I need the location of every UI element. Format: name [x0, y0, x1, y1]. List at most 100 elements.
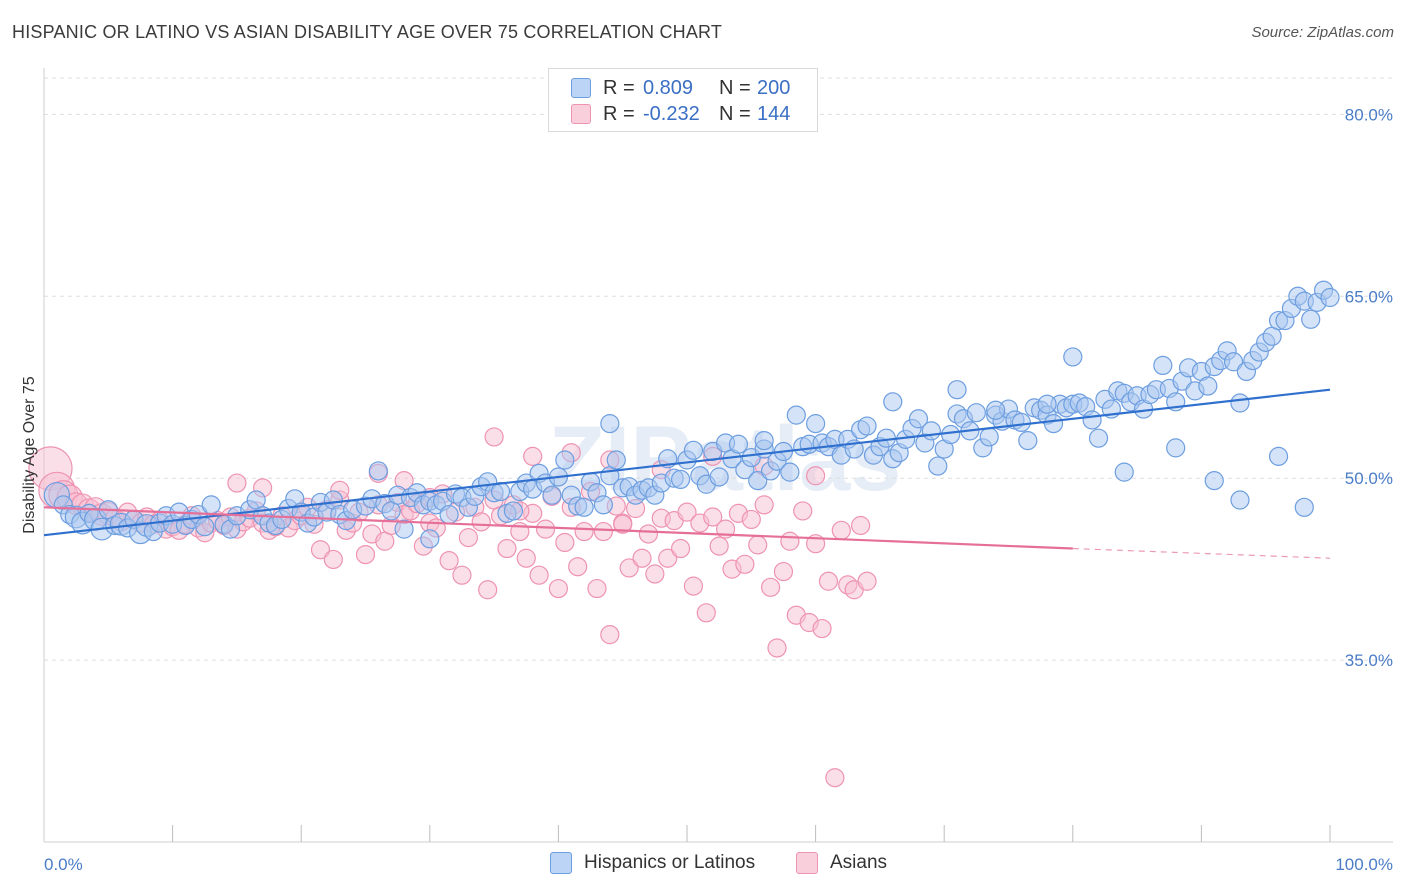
hispanic-point: [683, 440, 704, 460]
asian-point: [754, 495, 774, 515]
legend-r-label: R =: [603, 76, 635, 99]
asian-point: [593, 521, 614, 542]
asian-point: [709, 536, 729, 556]
asian-point: [535, 519, 556, 539]
asian-point: [857, 571, 877, 591]
asian-point: [632, 548, 652, 568]
legend-swatch-asians: [571, 104, 591, 124]
hispanic-point: [420, 529, 440, 549]
asian-point: [471, 512, 491, 532]
asian-point: [529, 565, 549, 585]
hispanic-point: [368, 461, 388, 481]
tick-labels: 35.0% 50.0% 65.0% 80.0% 0.0% 100.0%: [44, 105, 1393, 874]
asian-point: [703, 507, 723, 527]
asian-point: [735, 554, 755, 574]
trend-lines: [43, 388, 1331, 559]
hispanic-point: [1088, 428, 1109, 448]
hispanic-point: [883, 392, 903, 412]
asian-point: [645, 564, 665, 584]
asian-point: [458, 528, 478, 548]
legend-r-label: R =: [603, 102, 635, 125]
hispanic-point: [805, 414, 826, 434]
hispanic-point: [1037, 394, 1057, 414]
hispanic-point: [1294, 497, 1314, 517]
asian-point: [805, 466, 826, 486]
asian-point: [310, 540, 331, 560]
asian-point: [516, 548, 536, 568]
hispanic-point: [728, 434, 749, 454]
asian-trend-line: [43, 506, 1073, 550]
asian-point: [812, 618, 832, 639]
asian-point: [452, 565, 472, 585]
asian-point: [670, 538, 691, 559]
hispanic-point: [542, 485, 562, 505]
legend-n-value: 200: [757, 76, 791, 99]
hispanic-point: [1230, 490, 1250, 510]
asian-point: [574, 521, 594, 542]
hispanic-point: [908, 409, 929, 429]
asian-point: [568, 557, 588, 577]
asian-point: [600, 625, 620, 645]
x-tick-label-min: 0.0%: [44, 855, 83, 874]
hispanic-point: [503, 501, 523, 521]
asian-point: [825, 768, 845, 788]
asian-point: [478, 580, 498, 600]
legend-label-asians: Asians: [830, 852, 888, 873]
hispanic-point: [1204, 471, 1224, 491]
legend-r-value: 0.809: [643, 76, 694, 99]
legend-swatch-hispanics: [571, 78, 591, 98]
hispanic-point: [195, 517, 215, 537]
hispanic-point: [1198, 376, 1218, 396]
asian-point: [355, 544, 376, 565]
hispanic-point: [748, 471, 768, 491]
hispanic-point: [1043, 414, 1064, 434]
asian-point: [323, 549, 343, 570]
hispanic-point: [574, 497, 594, 517]
asian-point: [767, 638, 787, 658]
asian-point: [587, 578, 607, 599]
asian-point: [227, 473, 247, 493]
hispanic-point: [201, 495, 221, 515]
y-tick-label: 50.0%: [1345, 469, 1393, 488]
legend-label-hispanics: Hispanics or Latinos: [584, 852, 756, 873]
hispanic-trend-line: [43, 388, 1331, 537]
asian-point: [773, 561, 794, 582]
legend-r-value: -0.232: [643, 102, 700, 125]
legend-item-hispanics[interactable]: Hispanics or Latinos: [550, 852, 755, 874]
hispanic-point: [947, 380, 967, 400]
legend-swatch-hispanics: [550, 852, 572, 874]
asian-point: [696, 603, 716, 623]
asian-point: [760, 577, 781, 597]
asian-point: [439, 551, 459, 571]
asian-point: [851, 515, 871, 536]
y-tick-label: 35.0%: [1345, 651, 1393, 670]
asian-point: [831, 520, 851, 540]
asian-point: [677, 502, 697, 522]
hispanic-point: [1063, 347, 1083, 367]
hispanic-point: [1166, 438, 1186, 458]
x-tick-label-max: 100.0%: [1335, 855, 1393, 874]
legend-n-label: N =: [719, 76, 751, 99]
asian-point: [741, 509, 761, 530]
asian-trend-extension: [1072, 547, 1331, 559]
hispanic-point: [786, 405, 806, 425]
hispanic-point: [439, 504, 459, 525]
asian-point: [638, 524, 659, 544]
legend-n-value: 144: [757, 102, 791, 125]
y-tick-label: 80.0%: [1345, 105, 1393, 124]
hispanic-point: [1114, 462, 1134, 482]
series-legend: Hispanics or Latinos Asians: [0, 852, 1406, 878]
asian-point: [683, 576, 704, 596]
asian-point: [748, 535, 768, 555]
hispanic-point: [857, 416, 877, 436]
hispanic-point: [709, 467, 729, 487]
legend-row-hispanics: R = 0.809 N = 200: [571, 76, 790, 100]
hispanic-point: [670, 469, 691, 490]
asian-point: [497, 538, 517, 559]
legend-item-asians[interactable]: Asians: [796, 852, 887, 874]
asian-point: [523, 446, 543, 466]
asian-point: [818, 571, 839, 591]
asian-point: [780, 531, 800, 551]
hispanic-point: [1082, 410, 1102, 430]
